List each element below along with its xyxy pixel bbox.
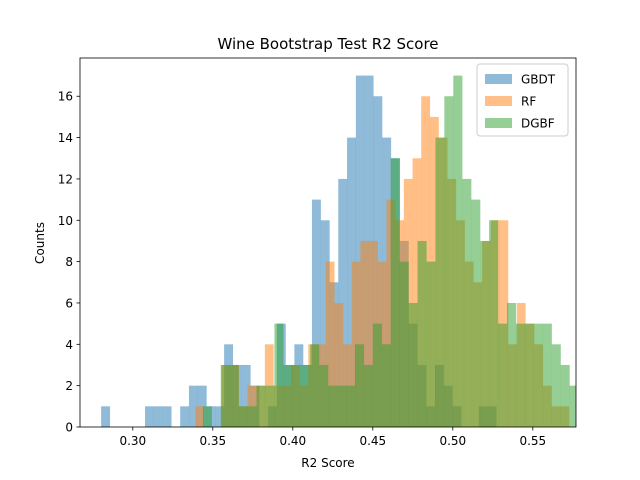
histogram-bar bbox=[334, 302, 344, 427]
histogram-bar bbox=[408, 302, 418, 427]
histogram-bar bbox=[328, 385, 338, 427]
histogram-bar bbox=[412, 158, 422, 427]
axes: 0.30 0.35 0.40 0.45 0.50 0.55 0 2 4 6 8 10 12 14 16 bbox=[58, 57, 577, 448]
histogram-bar bbox=[241, 364, 251, 427]
histogram-bar bbox=[265, 385, 275, 427]
legend-label: GBDT bbox=[521, 73, 556, 87]
histogram-bar bbox=[180, 406, 190, 427]
histogram-bar bbox=[471, 199, 481, 427]
histogram-bar bbox=[337, 385, 347, 427]
histogram-bar bbox=[569, 385, 576, 427]
histogram-bar bbox=[390, 158, 400, 427]
histogram-bar bbox=[444, 96, 454, 427]
histogram-bar bbox=[220, 364, 230, 427]
histogram-bar bbox=[247, 406, 257, 427]
histogram-bar bbox=[524, 323, 534, 427]
histogram-bar bbox=[256, 385, 266, 427]
histogram-bar bbox=[292, 364, 302, 427]
x-tick-label: 0.40 bbox=[279, 434, 306, 448]
histogram-bar bbox=[238, 406, 248, 427]
y-tick-label: 14 bbox=[58, 131, 73, 145]
legend-swatch bbox=[485, 96, 512, 106]
histogram-bar bbox=[480, 240, 490, 427]
chart-title: Wine Bootstrap Test R2 Score bbox=[217, 35, 438, 53]
histogram-bar bbox=[560, 364, 570, 427]
y-tick-label: 6 bbox=[65, 296, 73, 310]
histogram-bar bbox=[195, 406, 205, 427]
histogram-bar bbox=[542, 323, 552, 427]
y-axis-label: Counts bbox=[33, 222, 47, 264]
y-tick-label: 10 bbox=[58, 214, 73, 228]
histogram-bar bbox=[264, 344, 274, 427]
histogram-bar bbox=[347, 137, 356, 427]
histogram-bar bbox=[162, 406, 172, 427]
histogram-bar bbox=[319, 364, 329, 427]
histogram-bar bbox=[360, 240, 370, 427]
y-tick-label: 4 bbox=[65, 338, 73, 352]
x-axis-label: R2 Score bbox=[301, 456, 354, 470]
legend-swatch bbox=[485, 118, 512, 128]
legend-swatch bbox=[485, 74, 512, 84]
x-tick-label: 0.55 bbox=[519, 434, 546, 448]
histogram-bar bbox=[462, 178, 472, 427]
legend-label: DGBF bbox=[521, 117, 555, 131]
histogram-bar bbox=[355, 75, 365, 427]
bars-layer bbox=[101, 75, 576, 427]
histogram-bar bbox=[301, 364, 311, 427]
histogram-bar bbox=[453, 75, 463, 427]
histogram-bar bbox=[320, 220, 330, 427]
histogram-bar bbox=[399, 261, 409, 427]
histogram-bar bbox=[489, 220, 499, 427]
x-tick-label: 0.50 bbox=[439, 434, 466, 448]
legend: GBDT RF DGBF bbox=[476, 63, 569, 137]
x-tick-label: 0.30 bbox=[119, 434, 146, 448]
histogram-bar bbox=[310, 344, 320, 427]
histogram-bar bbox=[153, 406, 163, 427]
histogram-bar bbox=[506, 302, 517, 427]
histogram-bar bbox=[325, 261, 335, 427]
histogram-bar bbox=[202, 406, 212, 427]
histogram-bar bbox=[354, 344, 365, 427]
histogram-bar bbox=[533, 323, 543, 427]
series-dgbf bbox=[202, 75, 576, 427]
histogram-bar bbox=[338, 178, 348, 427]
histogram-bar bbox=[283, 364, 293, 427]
histogram-bar bbox=[274, 323, 284, 427]
x-tick-label: 0.45 bbox=[359, 434, 386, 448]
histogram-bar bbox=[551, 344, 561, 427]
histogram-bar bbox=[343, 344, 352, 427]
y-tick-label: 8 bbox=[65, 255, 73, 269]
y-tick-label: 16 bbox=[58, 90, 73, 104]
y-tick-label: 12 bbox=[58, 172, 73, 186]
histogram-bar bbox=[435, 137, 445, 427]
y-tick-label: 0 bbox=[65, 421, 73, 435]
histogram-bar bbox=[188, 385, 198, 427]
histogram-bar bbox=[381, 344, 391, 427]
histogram-bar bbox=[498, 323, 508, 427]
histogram-bar bbox=[515, 323, 526, 427]
histogram-bar bbox=[363, 364, 373, 427]
x-tick-label: 0.35 bbox=[199, 434, 226, 448]
histogram-bar bbox=[215, 406, 225, 427]
histogram-bar bbox=[417, 240, 427, 427]
histogram-bar bbox=[101, 406, 111, 427]
histogram-bar bbox=[229, 364, 239, 427]
y-tick-label: 2 bbox=[65, 379, 73, 393]
histogram-bar bbox=[372, 323, 382, 427]
histogram-bar bbox=[311, 199, 321, 427]
histogram-bar bbox=[345, 385, 356, 427]
histogram-bar bbox=[426, 261, 436, 427]
plot-frame bbox=[79, 57, 577, 428]
histogram-bar bbox=[145, 406, 154, 427]
legend-label: RF bbox=[521, 95, 536, 109]
